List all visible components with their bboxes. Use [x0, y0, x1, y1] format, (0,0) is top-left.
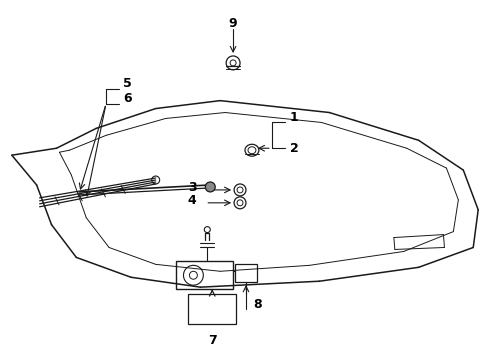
Circle shape — [205, 182, 215, 192]
Circle shape — [230, 60, 236, 66]
Text: 5: 5 — [123, 77, 132, 90]
Text: 2: 2 — [290, 142, 298, 155]
Text: 6: 6 — [123, 92, 132, 105]
Text: 4: 4 — [188, 194, 196, 207]
Text: 3: 3 — [188, 181, 196, 194]
Bar — [189, 294, 236, 324]
Text: 8: 8 — [254, 297, 262, 311]
Bar — [235, 264, 257, 282]
Text: 1: 1 — [290, 111, 298, 124]
Bar — [175, 261, 233, 289]
Text: 9: 9 — [229, 17, 238, 30]
Text: 7: 7 — [208, 334, 217, 347]
